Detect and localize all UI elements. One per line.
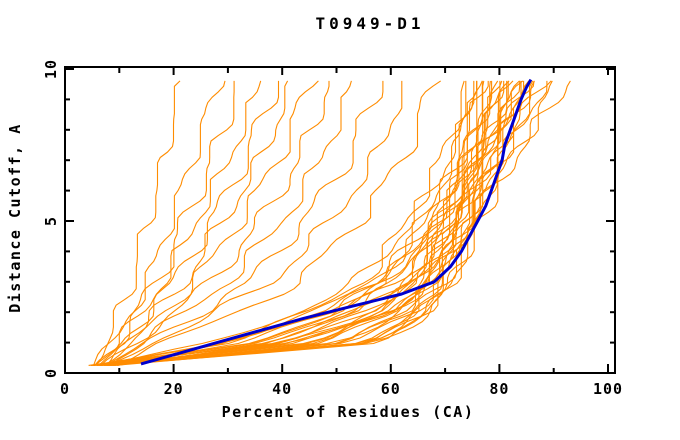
reference-line <box>140 78 533 366</box>
x-tick-label: 40 <box>272 380 293 398</box>
model-line <box>109 80 530 366</box>
model-line <box>118 80 442 366</box>
model-line <box>94 80 280 366</box>
model-line <box>106 80 319 366</box>
model-line <box>109 80 493 366</box>
y-tick-label: 5 <box>42 215 60 227</box>
model-line <box>96 80 491 366</box>
x-tick-label: 20 <box>163 380 184 398</box>
model-line <box>113 80 535 366</box>
chart-title: T0949-D1 <box>315 14 425 33</box>
model-line <box>95 80 181 366</box>
x-axis-label: Percent of Residues (CA) <box>221 403 475 421</box>
model-line <box>108 80 571 366</box>
model-line <box>100 80 330 366</box>
model-line <box>99 80 499 366</box>
model-line <box>103 80 483 366</box>
model-line <box>98 80 262 366</box>
model-line <box>116 80 514 366</box>
model-line <box>106 80 384 366</box>
x-tick-label: 0 <box>59 380 71 398</box>
y-tick-label: 0 <box>42 367 60 379</box>
model-line <box>109 80 352 366</box>
model-line <box>96 80 522 366</box>
model-line <box>97 80 478 366</box>
y-tick-label: 10 <box>42 58 60 80</box>
model-line <box>103 80 289 366</box>
model-line <box>108 80 553 366</box>
x-tick-label: 80 <box>489 380 510 398</box>
model-line <box>106 80 403 366</box>
x-tick-label: 100 <box>592 380 624 398</box>
x-tick-label: 60 <box>380 380 401 398</box>
model-line <box>99 80 548 366</box>
model-line <box>99 80 505 366</box>
model-line <box>94 80 235 366</box>
model-line <box>93 80 226 366</box>
